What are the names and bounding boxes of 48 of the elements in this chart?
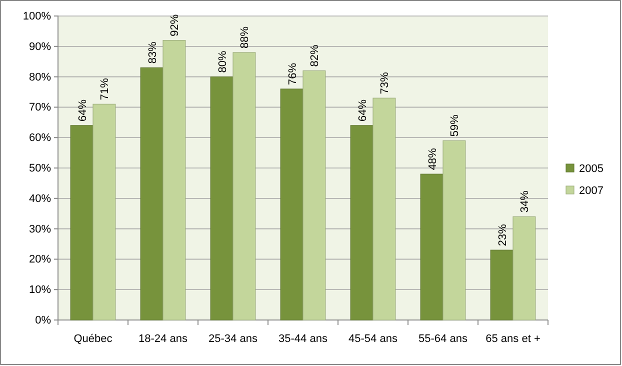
data-label: 88% — [239, 26, 252, 48]
bar — [350, 125, 374, 320]
y-tick-label: 50% — [28, 162, 52, 175]
bar — [232, 52, 256, 320]
bar — [92, 104, 116, 320]
data-label: 82% — [309, 44, 322, 67]
x-tick-label: 55-64 ans — [418, 332, 468, 345]
bar — [210, 76, 234, 320]
y-tick-label: 40% — [28, 192, 52, 205]
data-label: 83% — [146, 41, 159, 64]
y-tick-label: 20% — [28, 254, 52, 266]
bar — [162, 40, 186, 320]
data-label: 34% — [519, 190, 532, 213]
bar — [280, 88, 304, 320]
x-tick-label: 65 ans et + — [486, 332, 540, 345]
y-tick-label: 90% — [28, 40, 52, 53]
x-tick-label: 25-34 ans — [208, 332, 258, 345]
data-label: 59% — [449, 114, 462, 137]
bar — [70, 125, 94, 320]
data-label: 71% — [99, 78, 112, 100]
y-tick-label: 10% — [28, 284, 52, 296]
legend-label: 2005 — [579, 163, 604, 175]
bar — [302, 70, 326, 320]
y-tick-label: 0% — [35, 314, 52, 327]
data-label: 76% — [286, 62, 299, 85]
data-label: 92% — [169, 14, 182, 36]
x-tick-label: 45-54 ans — [348, 332, 398, 345]
y-tick-label: 30% — [28, 223, 52, 236]
data-label: 23% — [496, 224, 509, 246]
y-tick-label: 80% — [28, 71, 52, 84]
data-label: 64% — [356, 99, 369, 122]
legend-label: 2007 — [579, 185, 604, 197]
data-label: 73% — [379, 72, 392, 94]
y-tick-label: 70% — [28, 102, 52, 114]
data-label: 48% — [426, 148, 439, 170]
x-tick-label: 35-44 ans — [278, 332, 328, 345]
x-tick-label: Québec — [74, 332, 113, 345]
y-tick-label: 60% — [28, 132, 52, 144]
data-label: 80% — [216, 50, 229, 73]
data-label: 64% — [76, 99, 89, 122]
bar — [140, 67, 164, 320]
bar — [372, 98, 396, 320]
bar — [490, 250, 514, 320]
bar — [420, 174, 444, 320]
y-tick-label: 100% — [22, 10, 52, 23]
bar — [442, 140, 466, 320]
x-tick-label: 18-24 ans — [138, 332, 188, 345]
bar — [512, 216, 536, 320]
